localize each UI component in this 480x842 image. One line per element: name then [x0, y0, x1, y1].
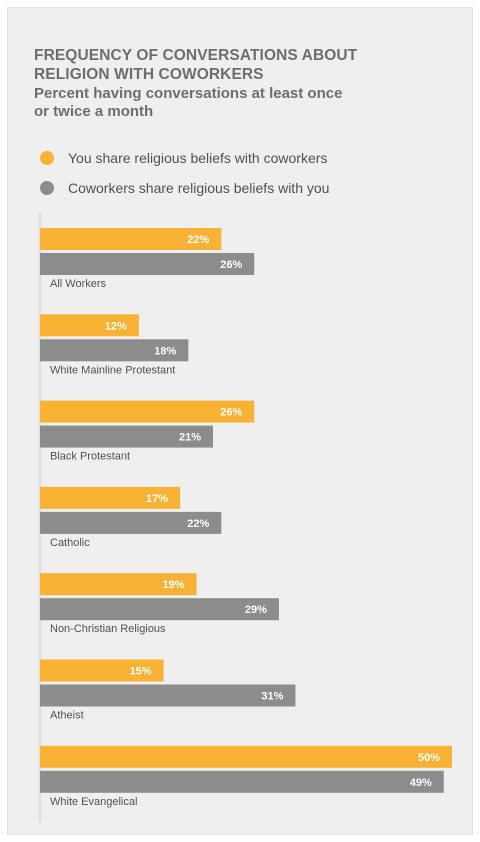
bar-coworkers-share [40, 253, 255, 275]
bar-coworkers-share [40, 425, 214, 448]
category-label: All Workers [50, 278, 107, 290]
bar-value-label: 26% [220, 259, 242, 271]
legend-swatch-you-share [40, 151, 54, 165]
bar-value-label: 26% [220, 407, 242, 419]
bar-coworkers-share [40, 598, 279, 621]
bar-value-label: 50% [418, 752, 440, 764]
bar-value-label: 21% [179, 432, 201, 444]
category-label: White Evangelical [50, 796, 137, 808]
legend-item-coworkers-share: Coworkers share religious beliefs with y… [40, 179, 329, 197]
chart-title: FREQUENCY OF CONVERSATIONS ABOUT RELIGIO… [34, 47, 358, 83]
category-label: Black Protestant [50, 451, 130, 463]
bar-you-share [40, 400, 255, 423]
bar-value-label: 17% [146, 493, 168, 505]
bar-you-share [40, 486, 181, 509]
bar-coworkers-share [40, 770, 444, 793]
bar-you-share [40, 659, 164, 682]
bar-value-label: 18% [154, 345, 176, 357]
bar-value-label: 22% [187, 518, 209, 530]
bar-value-label: 29% [245, 604, 267, 616]
chart-subtitle: Percent having conversations at least on… [34, 85, 343, 120]
bar-coworkers-share [40, 339, 189, 362]
legend-item-you-share: You share religious beliefs with coworke… [40, 149, 327, 167]
legend-swatch-coworkers-share [40, 181, 54, 195]
bar-coworkers-share [40, 684, 296, 707]
bar-you-share [40, 573, 197, 596]
bar-value-label: 49% [410, 777, 432, 789]
bar-you-share [40, 745, 452, 768]
bar-you-share [40, 314, 139, 337]
bar-value-label: 12% [105, 320, 127, 332]
category-label: Non-Christian Religious [50, 623, 166, 635]
category-label: Atheist [50, 710, 84, 722]
bar-value-label: 15% [130, 666, 152, 678]
legend-label-you-share: You share religious beliefs with coworke… [68, 150, 328, 166]
bar-value-label: 22% [187, 234, 209, 246]
legend-label-coworkers-share: Coworkers share religious beliefs with y… [68, 180, 330, 196]
bar-value-label: 31% [261, 691, 283, 703]
bar-you-share [40, 228, 222, 250]
category-label: Catholic [50, 537, 90, 549]
bar-coworkers-share [40, 511, 222, 534]
bar-value-label: 19% [163, 579, 185, 591]
category-label: White Mainline Protestant [50, 364, 175, 376]
